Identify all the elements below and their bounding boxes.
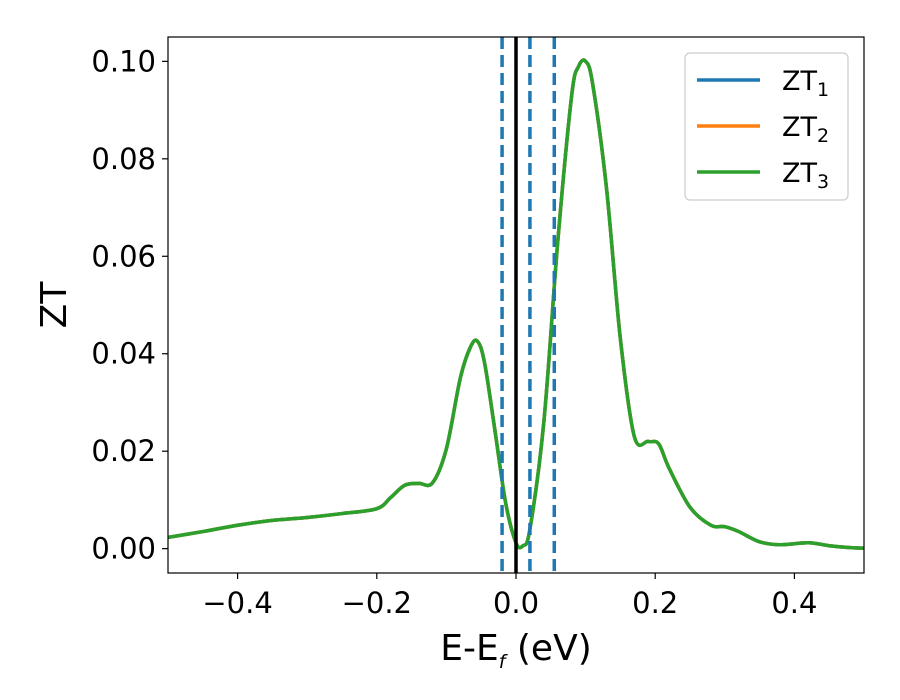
legend-label-1: ZT1 [782,66,829,101]
x-axis-ticks: −0.4 −0.2 0.0 0.2 0.4 [202,573,817,620]
legend: ZT1 ZT2 ZT3 [684,52,849,201]
y-tick-label: 0.04 [91,337,156,371]
y-tick-label: 0.10 [91,44,156,78]
x-tick-label: 0.2 [632,586,678,620]
y-axis-label: ZT [34,281,75,329]
y-tick-label: 0.02 [91,434,156,468]
x-tick-label: −0.2 [342,586,412,620]
y-tick-label: 0.06 [91,239,156,273]
x-tick-label: 0.0 [493,586,539,620]
x-axis-label: E-Ef (eV) [440,628,592,673]
legend-label-3: ZT3 [782,158,829,193]
legend-box [684,52,849,201]
y-axis-ticks: 0.00 0.02 0.04 0.06 0.08 0.10 [91,44,168,566]
series-line-3 [168,58,864,550]
x-tick-label: 0.4 [771,586,817,620]
y-tick-label: 0.00 [91,532,156,566]
y-tick-label: 0.08 [91,142,156,176]
legend-label-2: ZT2 [782,112,829,147]
x-tick-label: −0.4 [202,586,272,620]
